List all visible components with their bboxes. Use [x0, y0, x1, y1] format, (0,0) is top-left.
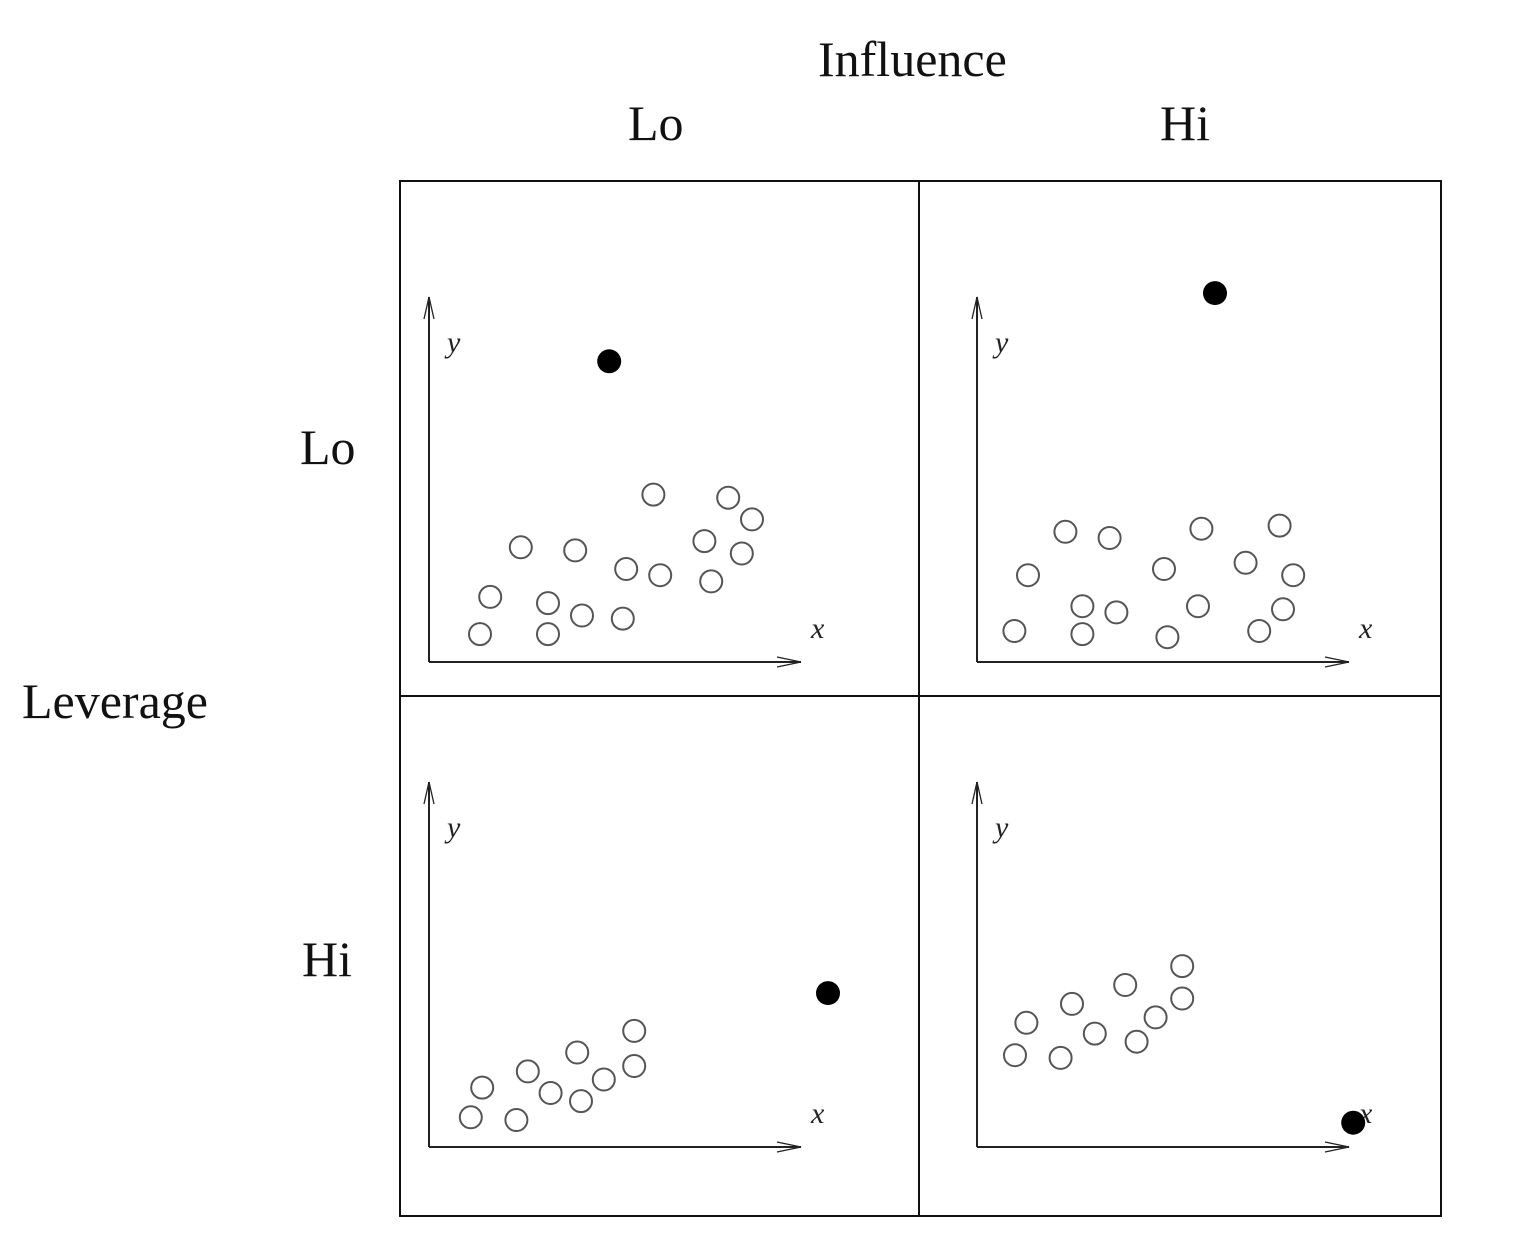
data-point — [1267, 513, 1292, 538]
data-point — [1070, 622, 1095, 647]
outlier-point — [1341, 1110, 1366, 1135]
data-point — [1247, 619, 1272, 643]
panel-lo-leverage-hi-influence: yx — [971, 281, 1373, 668]
y-axis-label: y — [444, 811, 461, 844]
data-point — [536, 591, 560, 616]
data-point — [1060, 991, 1084, 1016]
data-point — [1281, 563, 1306, 588]
data-point — [538, 1081, 563, 1105]
x-axis-arrowhead — [1324, 656, 1350, 668]
data-point — [563, 538, 588, 563]
data-point — [515, 1059, 540, 1084]
data-point — [569, 1089, 593, 1114]
horizontal-divider — [399, 695, 1442, 697]
x-axis-label: x — [810, 612, 825, 645]
outlier-point — [597, 349, 622, 374]
vertical-divider — [918, 180, 920, 1217]
data-point — [570, 603, 594, 628]
leverage-lo-label: Lo — [300, 419, 356, 475]
x-axis-arrowhead — [776, 1141, 802, 1153]
data-point — [1170, 954, 1195, 979]
data-point — [1155, 625, 1180, 650]
y-axis-label: y — [444, 326, 461, 359]
y-axis-arrowhead — [971, 296, 983, 320]
data-point — [1152, 557, 1176, 581]
data-point — [536, 622, 560, 647]
data-point — [1113, 973, 1138, 997]
y-axis-arrowhead — [423, 781, 435, 805]
influence-axis-title: Influence — [818, 31, 1007, 87]
data-point — [1002, 619, 1027, 643]
data-point — [1097, 526, 1122, 550]
data-point — [508, 535, 533, 560]
data-point — [1170, 986, 1195, 1011]
data-point — [716, 485, 741, 510]
data-point — [699, 569, 724, 594]
leverage-hi-label: Hi — [302, 931, 352, 987]
panel-lo-leverage-lo-influence: yx — [423, 296, 825, 668]
data-point — [610, 606, 635, 631]
data-point — [565, 1040, 590, 1065]
data-point — [458, 1105, 483, 1130]
data-point — [1048, 1045, 1073, 1070]
data-point — [1143, 1005, 1168, 1030]
data-point — [591, 1067, 616, 1092]
y-axis-arrowhead — [423, 296, 435, 320]
x-axis-label: x — [810, 1097, 825, 1130]
data-point — [1003, 1043, 1027, 1068]
data-point — [1124, 1029, 1149, 1054]
outlier-point — [816, 981, 840, 1006]
data-point — [470, 1075, 495, 1100]
data-point — [1016, 563, 1040, 588]
data-point — [504, 1108, 529, 1132]
data-point — [692, 529, 717, 554]
panel-hi-leverage-hi-influence: yx — [971, 781, 1373, 1153]
influence-lo-label: Lo — [628, 95, 684, 151]
data-point — [740, 507, 764, 532]
data-point — [614, 557, 639, 581]
data-point — [622, 1018, 647, 1043]
leverage-axis-title: Leverage — [22, 673, 208, 729]
x-axis-arrowhead — [1324, 1141, 1350, 1153]
x-axis-label: x — [1358, 612, 1373, 645]
data-point — [1104, 600, 1129, 625]
data-point — [478, 584, 503, 609]
x-axis-arrowhead — [776, 656, 802, 668]
influence-hi-label: Hi — [1160, 95, 1210, 151]
panel-hi-leverage-lo-influence: yx — [423, 781, 840, 1153]
data-point — [1233, 550, 1258, 575]
data-point — [1053, 519, 1078, 544]
data-point — [1070, 594, 1095, 619]
data-point — [648, 563, 673, 588]
data-point — [1271, 597, 1295, 622]
y-axis-arrowhead — [971, 781, 983, 805]
y-axis-label: y — [992, 326, 1009, 359]
quadrant-grid-frame — [399, 180, 1442, 1217]
data-point — [1082, 1021, 1107, 1046]
data-point — [622, 1054, 647, 1078]
data-point — [468, 622, 492, 647]
data-point — [1186, 594, 1210, 619]
data-point — [1014, 1010, 1039, 1035]
data-point — [641, 482, 666, 507]
data-point — [1189, 516, 1214, 541]
data-point — [729, 541, 754, 566]
y-axis-label: y — [992, 811, 1009, 844]
outlier-point — [1203, 281, 1227, 306]
